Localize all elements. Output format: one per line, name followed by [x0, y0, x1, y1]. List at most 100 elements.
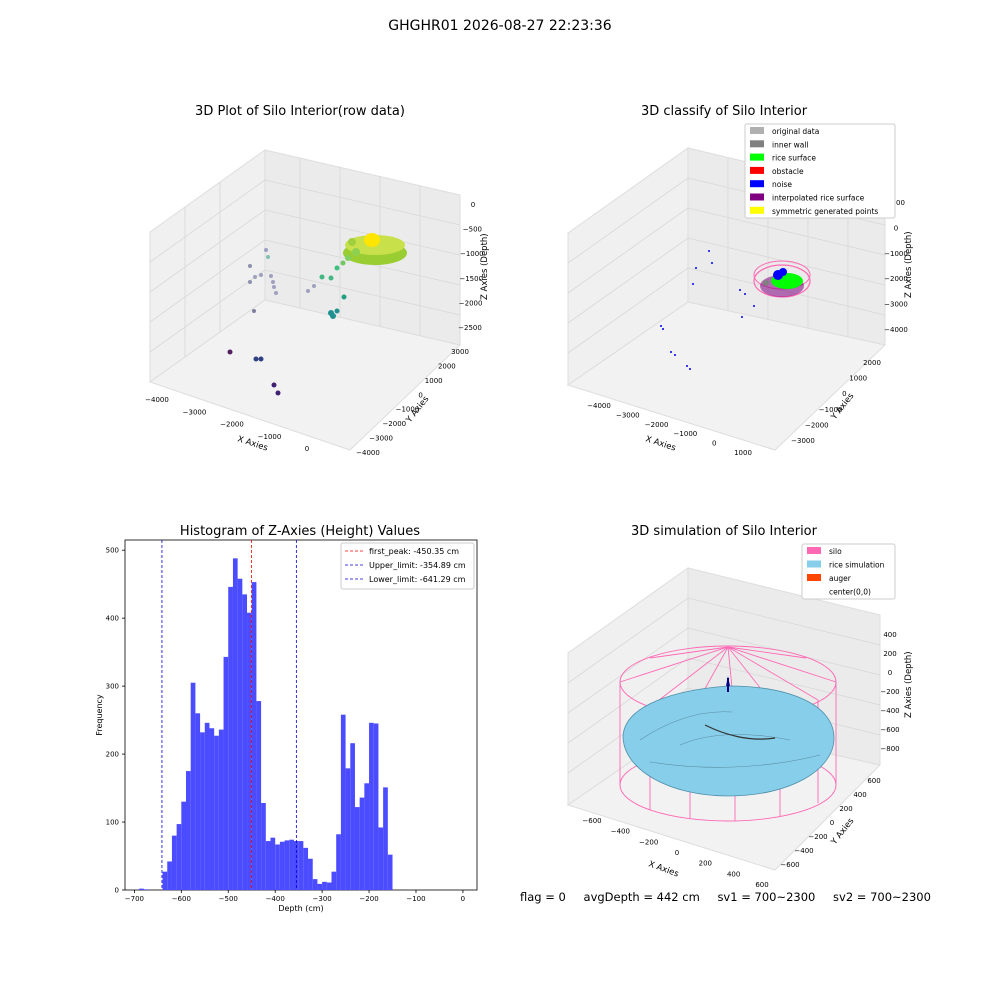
histogram-bar	[378, 827, 384, 890]
histogram-bar	[256, 701, 262, 890]
panel2-legend-label: original data	[772, 127, 819, 136]
panel1-ytick: −4000	[356, 449, 380, 457]
panel2-legend-swatch	[750, 166, 764, 174]
histogram-xlabel: Depth (cm)	[278, 904, 323, 913]
histogram-bar	[317, 883, 323, 890]
panel2-legend-swatch	[750, 206, 764, 214]
panel1-ztick: −500	[463, 226, 482, 234]
histogram-bar	[345, 768, 351, 890]
histogram-xtick: −600	[172, 895, 191, 903]
rice-surface	[622, 685, 835, 797]
histogram-bar	[242, 594, 248, 890]
panel3-title: Histogram of Z-Axies (Height) Values	[179, 524, 421, 539]
histogram-bar	[289, 839, 294, 890]
panel4-ztick: 200	[883, 650, 896, 658]
histogram-bar	[387, 854, 393, 890]
histogram-ytick: 100	[106, 819, 119, 827]
status-line: flag = 0 avgDepth = 442 cm sv1 = 700~230…	[520, 890, 945, 904]
panel4-legend-label: auger	[829, 574, 852, 583]
panel2-legend: original data inner wall rice surface obsta…	[744, 123, 896, 219]
panel2-legend-label: symmetric generated points	[772, 207, 878, 216]
panel1-xtick: 0	[305, 445, 309, 453]
panel4-xtick: 400	[727, 870, 740, 878]
panel4-ztick: 400	[883, 631, 896, 639]
histogram-bar	[303, 847, 309, 890]
panel2-ytick: −2000	[805, 421, 829, 429]
panel2-ytick: 0	[842, 390, 846, 398]
panel2-ytick: 2000	[863, 359, 881, 367]
histogram-xtick: −700	[125, 895, 144, 903]
panel4-xtick: 600	[755, 881, 768, 889]
histogram-bar	[270, 837, 276, 890]
panel4-ztick: −600	[880, 726, 899, 734]
histogram-bar	[383, 787, 388, 890]
sv2-text: sv2 = 700~2300	[833, 890, 931, 904]
histogram-bar	[312, 879, 318, 890]
histogram-xtick: −100	[406, 895, 425, 903]
panel2-xtick: −4000	[587, 402, 611, 410]
panel4-ztick: −800	[880, 745, 899, 753]
panel4-xtick: 0	[675, 849, 679, 857]
panel1-ytick: 0	[418, 391, 422, 399]
histogram-bar	[143, 889, 149, 890]
panel1-ztick: −1500	[459, 275, 483, 283]
histogram-bar	[369, 722, 374, 890]
histogram-xtick: −400	[266, 895, 285, 903]
panel1-xtick: −2000	[220, 421, 244, 429]
panel4-legend-swatch	[807, 574, 821, 581]
panel4-ytick: 0	[830, 819, 834, 827]
panel2-ytick: −3000	[791, 437, 815, 445]
histogram-bar	[284, 840, 290, 890]
sv1-text: sv1 = 700~2300	[717, 890, 816, 904]
panel2-ytick: 1000	[849, 375, 867, 383]
panel2-ztick: 0	[894, 224, 898, 232]
histogram-legend-label: Upper_limit: -354.89 cm	[369, 561, 466, 570]
panel2-ytick: −1000	[819, 406, 843, 414]
panel1-xtick: −4000	[145, 396, 169, 404]
panel4-legend-label: silo	[829, 547, 842, 556]
histogram-ylabel: Frequency	[95, 694, 104, 736]
panel1-zlabel: Z Axies (Depth)	[480, 233, 490, 300]
panel2-zlabel: Z Axies (Depth)	[904, 231, 914, 298]
histogram-xtick: −200	[359, 895, 378, 903]
histogram-bar	[373, 723, 379, 890]
panel1-ztick: 0	[471, 201, 475, 209]
panel1-chart: −4000 −3000 −2000 −1000 0 −4000 −3000 −2000 −100…	[145, 149, 490, 457]
histogram-bar	[209, 728, 215, 890]
panel1-ytick: −3000	[369, 435, 393, 443]
histogram-bar	[326, 882, 332, 890]
panel2-legend-swatch	[750, 153, 764, 161]
panel2-ztick: −3000	[884, 301, 908, 309]
panel2-legend-label: inner wall	[772, 140, 809, 149]
histogram-xtick: 0	[461, 895, 465, 903]
panel2-xtick: −2000	[645, 421, 669, 429]
histogram-bar	[275, 844, 280, 890]
panel1-xtick: −3000	[183, 408, 207, 416]
panel4-legend-label: center(0,0)	[829, 588, 871, 597]
panel1-ytick: −2000	[382, 420, 406, 428]
histogram-bar	[279, 841, 285, 890]
histogram-xtick: −300	[313, 895, 332, 903]
panel4-ytick: −200	[808, 833, 827, 841]
panel4-ytick: 600	[867, 777, 880, 785]
panel4-zlabel: Z Axies (Depth)	[904, 651, 914, 718]
histogram-bar	[181, 801, 187, 890]
panel2-legend-swatch	[750, 140, 764, 148]
panel4-ytick: −400	[794, 847, 813, 855]
panel2-legend-swatch	[750, 180, 764, 188]
panel2-xtick: 0	[712, 440, 716, 448]
panel4-legend-swatch	[807, 547, 821, 554]
panel4-xlabel: X Axies	[647, 859, 680, 879]
histogram-ytick: 300	[106, 683, 119, 691]
histogram-bar	[237, 578, 243, 890]
histogram-ytick: 400	[106, 615, 119, 623]
histogram-bar	[228, 586, 233, 890]
panel4-legend-swatch	[807, 560, 821, 568]
histogram-xtick: −500	[219, 895, 238, 903]
panel4-title: 3D simulation of Silo Interior	[631, 524, 817, 539]
panel3-chart: −700 −600 −500 −400 −300 −200 −100 0 0 100 200 300…	[95, 539, 478, 913]
panel2-ztick: −1000	[884, 250, 908, 258]
panel2-legend-label: noise	[772, 180, 792, 189]
histogram-bar	[350, 743, 355, 890]
histogram-bar	[139, 888, 144, 890]
